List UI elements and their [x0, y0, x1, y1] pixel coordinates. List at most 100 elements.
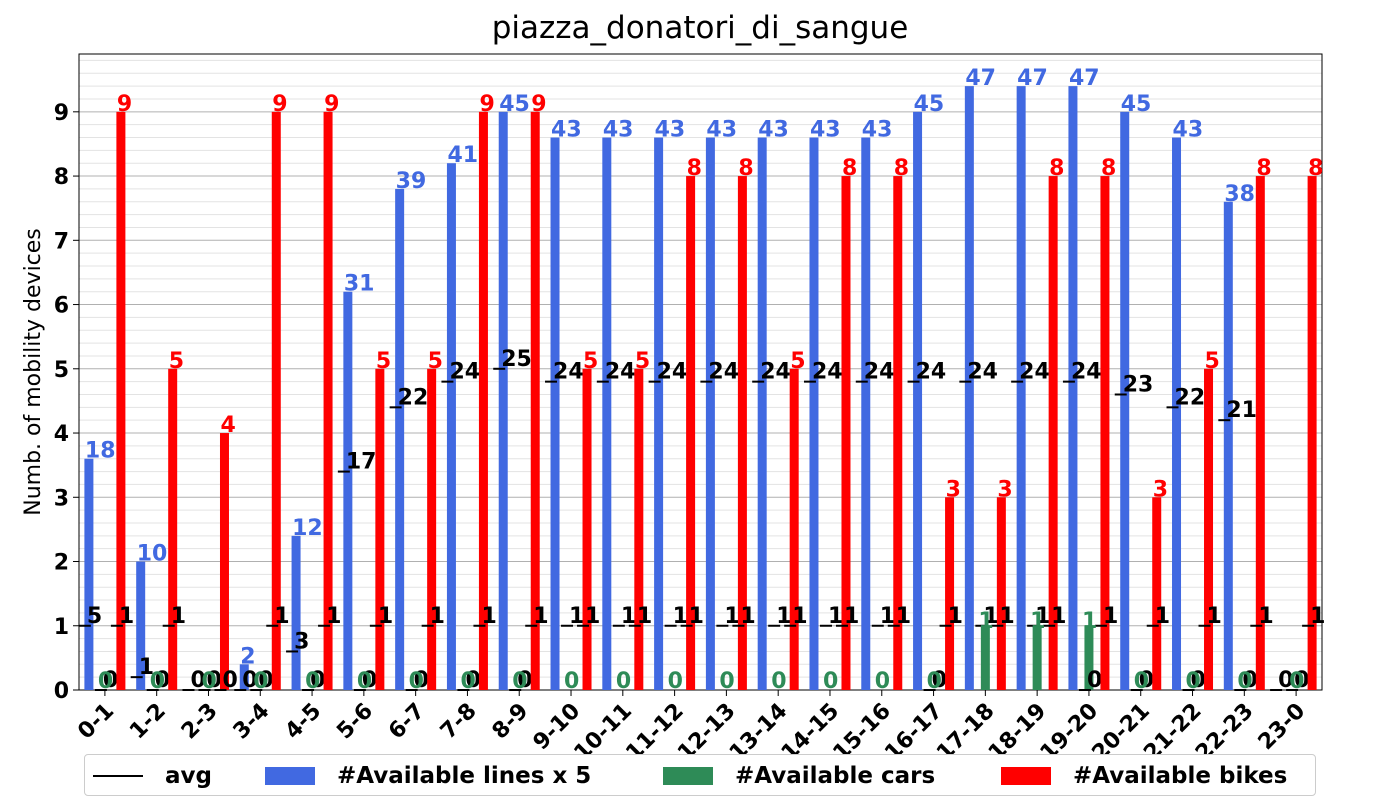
avg-label: 3 [294, 629, 309, 654]
x-tick-label: 7-8 [436, 699, 482, 745]
legend-swatch [663, 767, 713, 785]
avg-label: 23 [1123, 372, 1154, 397]
bar-bikes [841, 176, 851, 690]
data-label-lines: 43 [603, 118, 634, 143]
legend-item-cars: #Available cars [663, 761, 935, 791]
data-label-bikes: 4 [220, 413, 235, 438]
data-label-cars: 0 [98, 669, 113, 694]
data-label-cars: 0 [460, 669, 475, 694]
data-label-cars: 0 [771, 669, 786, 694]
bar-bikes [219, 433, 229, 690]
y-axis-label: Numb. of mobility devices [21, 228, 46, 516]
bar-bikes [1255, 176, 1265, 690]
bar-bikes [634, 368, 644, 690]
avg-label: 1 [1258, 604, 1273, 629]
data-label-lines: 43 [810, 118, 841, 143]
chart-title: piazza_donatori_di_sangue [491, 10, 909, 46]
data-label-cars: 0 [616, 669, 631, 694]
avg-label: 0 [465, 668, 480, 693]
x-tick-label: 3-4 [229, 699, 275, 745]
data-label-lines: 18 [85, 439, 116, 464]
data-label-lines: 43 [551, 118, 582, 143]
data-label-cars: 0 [1237, 669, 1252, 694]
bar-bikes [323, 111, 333, 691]
data-label-bikes: 8 [842, 156, 857, 181]
avg-label: 0 [258, 668, 273, 693]
data-label-cars: 0 [1289, 669, 1304, 694]
avg-label: 0 [155, 668, 170, 693]
bar-lines [757, 137, 767, 691]
x-tick-label: 6-7 [384, 699, 430, 745]
data-label-bikes: 8 [738, 156, 753, 181]
bar-lines [705, 137, 715, 691]
data-label-bikes: 3 [1153, 477, 1168, 502]
avg-label: 0 [362, 668, 377, 693]
data-label-lines: 38 [1224, 182, 1255, 207]
data-label-bikes: 3 [997, 477, 1012, 502]
y-tick-label: 9 [54, 101, 69, 126]
avg-label: 24 [553, 360, 584, 385]
data-label-lines: 43 [655, 118, 686, 143]
avg-label: 0 [414, 668, 429, 693]
avg-label: 24 [657, 360, 688, 385]
avg-label: 1 [481, 604, 496, 629]
data-label-cars: 0 [1134, 669, 1149, 694]
bar-lines [136, 561, 146, 690]
bar-lines [395, 188, 405, 690]
bar-bikes [945, 497, 955, 690]
data-label-bikes: 8 [1049, 156, 1064, 181]
data-label-bikes: 5 [376, 349, 391, 374]
avg-label: 0 [222, 668, 237, 693]
avg-label: 24 [864, 360, 895, 385]
bar-bikes [1152, 497, 1162, 690]
data-label-lines: 47 [1069, 66, 1100, 91]
data-label-lines: 39 [396, 169, 427, 194]
bar-bikes [582, 368, 592, 690]
data-label-bikes: 5 [583, 349, 598, 374]
data-label-cars: 0 [305, 669, 320, 694]
data-label-lines: 45 [1121, 92, 1152, 117]
avg-label: 1 [948, 604, 963, 629]
data-label-bikes: 5 [169, 349, 184, 374]
avg-label: 24 [1019, 360, 1050, 385]
y-tick-label: 4 [54, 422, 69, 447]
bar-bikes [116, 111, 126, 691]
bar-bikes [168, 368, 178, 690]
data-label-cars: 0 [357, 669, 372, 694]
data-label-lines: 12 [292, 516, 323, 541]
avg-label: 1 [430, 604, 445, 629]
avg-label: 1 [326, 604, 341, 629]
bar-lines [861, 137, 871, 691]
data-label-cars: 0 [253, 669, 268, 694]
bar-lines [291, 535, 301, 690]
y-tick-label: 0 [54, 679, 69, 704]
avg-label: 1 [844, 604, 859, 629]
data-label-cars: 0 [875, 669, 890, 694]
data-label-bikes: 9 [272, 92, 287, 117]
data-label-bikes: 3 [946, 477, 961, 502]
avg-label: 0 [1278, 668, 1293, 693]
x-tick-label: 5-6 [332, 699, 378, 745]
avg-label: 0 [932, 668, 947, 693]
bar-bikes [996, 497, 1006, 690]
y-tick-label: 7 [54, 229, 69, 254]
x-tick-label: 23-0 [1254, 699, 1311, 756]
avg-label: 1 [1035, 604, 1050, 629]
avg-label: 0 [517, 668, 532, 693]
data-label-cars: 0 [927, 669, 942, 694]
data-label-bikes: 5 [635, 349, 650, 374]
data-label-lines: 43 [1173, 118, 1204, 143]
avg-label: 24 [449, 360, 480, 385]
data-label-cars: 0 [1186, 669, 1201, 694]
legend-swatch [265, 767, 315, 785]
avg-label: 1 [673, 604, 688, 629]
x-tick-label: 0-1 [73, 699, 119, 745]
avg-label: 1 [1207, 604, 1222, 629]
avg-label: 1 [828, 604, 843, 629]
bar-lines [446, 163, 456, 690]
avg-label: 24 [967, 360, 998, 385]
avg-label: 1 [880, 604, 895, 629]
avg-label: 1 [569, 604, 584, 629]
avg-label: 0 [190, 668, 205, 693]
avg-label: 24 [760, 360, 791, 385]
